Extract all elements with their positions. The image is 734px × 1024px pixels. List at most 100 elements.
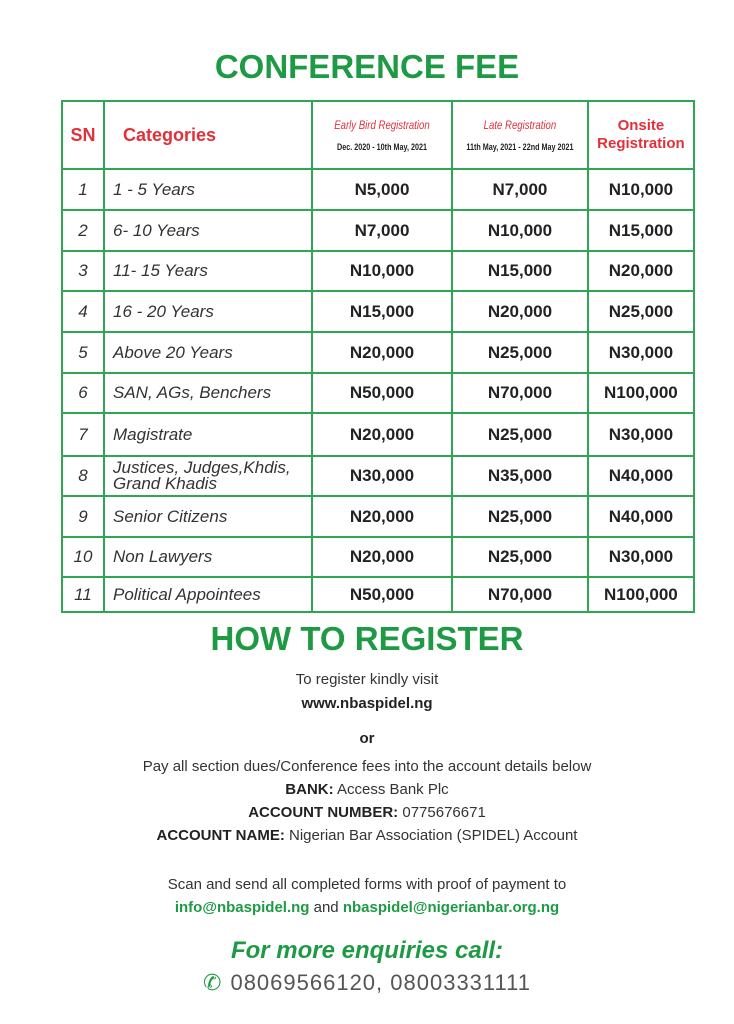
table-row: 8 Justices, Judges,Khdis, Grand Khadis N30… [61,455,695,497]
bank-line: BANK: Access Bank Plc [0,781,734,798]
cell-category: Justices, Judges,Khdis, Grand Khadis [103,455,313,497]
cell-onsite: N100,000 [586,576,695,613]
cell-early-bird: N20,000 [311,331,453,374]
header-early-bird: Early Bird Registration Dec. 2020 - 10th… [311,100,453,170]
cell-sn: 7 [61,412,105,457]
cell-onsite: N100,000 [586,372,695,414]
header-categories: Categories [103,100,313,170]
cell-onsite: N10,000 [586,168,695,211]
cell-onsite: N30,000 [586,331,695,374]
cell-category: 6- 10 Years [103,209,313,252]
bank-label: BANK: [285,781,334,798]
cell-onsite: N40,000 [586,455,695,497]
cell-category: Political Appointees [103,576,313,613]
cell-early-bird: N10,000 [311,250,453,292]
cell-category: Non Lawyers [103,536,313,578]
cell-late: N70,000 [451,372,589,414]
cell-category: 1 - 5 Years [103,168,313,211]
bank-value: Access Bank Plc [336,781,449,798]
cell-sn: 8 [61,455,105,497]
cell-early-bird: N15,000 [311,290,453,333]
account-number-value: 0775676671 [402,804,486,821]
pay-text: Pay all section dues/Conference fees int… [142,758,592,775]
account-number-line: ACCOUNT NUMBER: 0775676671 [0,804,734,821]
cell-early-bird: N20,000 [311,412,453,457]
cell-early-bird: N30,000 [311,455,453,497]
cell-sn: 11 [61,576,105,613]
onsite-line1: Onsite [617,117,665,134]
or-text: or [359,730,375,747]
cell-early-bird: N20,000 [311,536,453,578]
cell-sn: 5 [61,331,105,374]
cell-late: N15,000 [451,250,589,292]
scan-text: Scan and send all completed forms with p… [167,876,567,893]
account-name-line: ACCOUNT NAME: Nigerian Bar Association (… [0,827,734,844]
account-name-label: ACCOUNT NAME: [156,827,285,844]
cell-category: Senior Citizens [103,495,313,538]
cell-sn: 9 [61,495,105,538]
cell-sn: 4 [61,290,105,333]
cell-sn: 6 [61,372,105,414]
cell-late: N25,000 [451,331,589,374]
phone-icon: ✆ [203,970,223,995]
cell-early-bird: N50,000 [311,372,453,414]
cell-sn: 3 [61,250,105,292]
cell-category: Above 20 Years [103,331,313,374]
cell-late: N25,000 [451,536,589,578]
header-onsite: Onsite Registration [586,100,695,170]
cell-early-bird: N7,000 [311,209,453,252]
cell-early-bird: N20,000 [311,495,453,538]
cell-late: N20,000 [451,290,589,333]
enquiries-title: For more enquiries call: [230,937,504,964]
fee-table: SN Categories Early Bird Registration De… [61,100,695,613]
cell-sn: 10 [61,536,105,578]
cell-early-bird: N50,000 [311,576,453,613]
cell-sn: 2 [61,209,105,252]
visit-text: To register kindly visit [295,671,439,688]
table-header-row: SN Categories Early Bird Registration De… [61,100,695,170]
cell-onsite: N40,000 [586,495,695,538]
late-label: Late Registration [483,118,557,132]
cell-category: 16 - 20 Years [103,290,313,333]
table-row: 6 SAN, AGs, Benchers N50,000 N70,000 N100,00… [61,372,695,414]
cell-late: N7,000 [451,168,589,211]
cell-onsite: N30,000 [586,536,695,578]
table-row: 7 Magistrate N20,000 N25,000 N30,000 [61,412,695,457]
email-info-link[interactable]: info@nbaspidel.ng [174,899,310,916]
table-row: 2 6- 10 Years N7,000 N10,000 N15,000 [61,209,695,252]
and-text: and [313,899,339,916]
table-row: 4 16 - 20 Years N15,000 N20,000 N25,000 [61,290,695,333]
table-row: 10 Non Lawyers N20,000 N25,000 N30,000 [61,536,695,578]
phone-line: ✆ 08069566120, 08003331111 [0,970,734,996]
onsite-line2: Registration [597,135,685,152]
how-to-register-title: HOW TO REGISTER [210,620,524,657]
conference-fee-title: CONFERENCE FEE [214,48,520,85]
emails-line: info@nbaspidel.ng and nbaspidel@nigerian… [0,899,734,916]
cell-early-bird: N5,000 [311,168,453,211]
account-name-value: Nigerian Bar Association (SPIDEL) Accoun… [289,827,578,844]
account-number-label: ACCOUNT NUMBER: [248,804,399,821]
website-link[interactable]: www.nbaspidel.ng [301,695,433,712]
early-bird-label: Early Bird Registration [334,118,430,132]
table-row: 11 Political Appointees N50,000 N70,000 N100… [61,576,695,613]
cell-category: Magistrate [103,412,313,457]
email-nbaspidel-link[interactable]: nbaspidel@nigerianbar.org.ng [342,899,560,916]
header-sn: SN [61,100,105,170]
cell-late: N70,000 [451,576,589,613]
cell-late: N25,000 [451,412,589,457]
cell-onsite: N20,000 [586,250,695,292]
table-row: 9 Senior Citizens N20,000 N25,000 N40,000 [61,495,695,538]
cell-onsite: N30,000 [586,412,695,457]
cell-sn: 1 [61,168,105,211]
cell-late: N25,000 [451,495,589,538]
table-row: 5 Above 20 Years N20,000 N25,000 N30,000 [61,331,695,374]
late-dates: 11th May, 2021 - 22nd May 2021 [466,142,574,152]
cell-category: SAN, AGs, Benchers [103,372,313,414]
cell-onsite: N15,000 [586,209,695,252]
header-late: Late Registration 11th May, 2021 - 22nd … [451,100,589,170]
cell-late: N35,000 [451,455,589,497]
cell-category: 11- 15 Years [103,250,313,292]
early-bird-dates: Dec. 2020 - 10th May, 2021 [337,142,427,152]
phone-numbers: 08069566120, 08003331111 [230,970,531,995]
